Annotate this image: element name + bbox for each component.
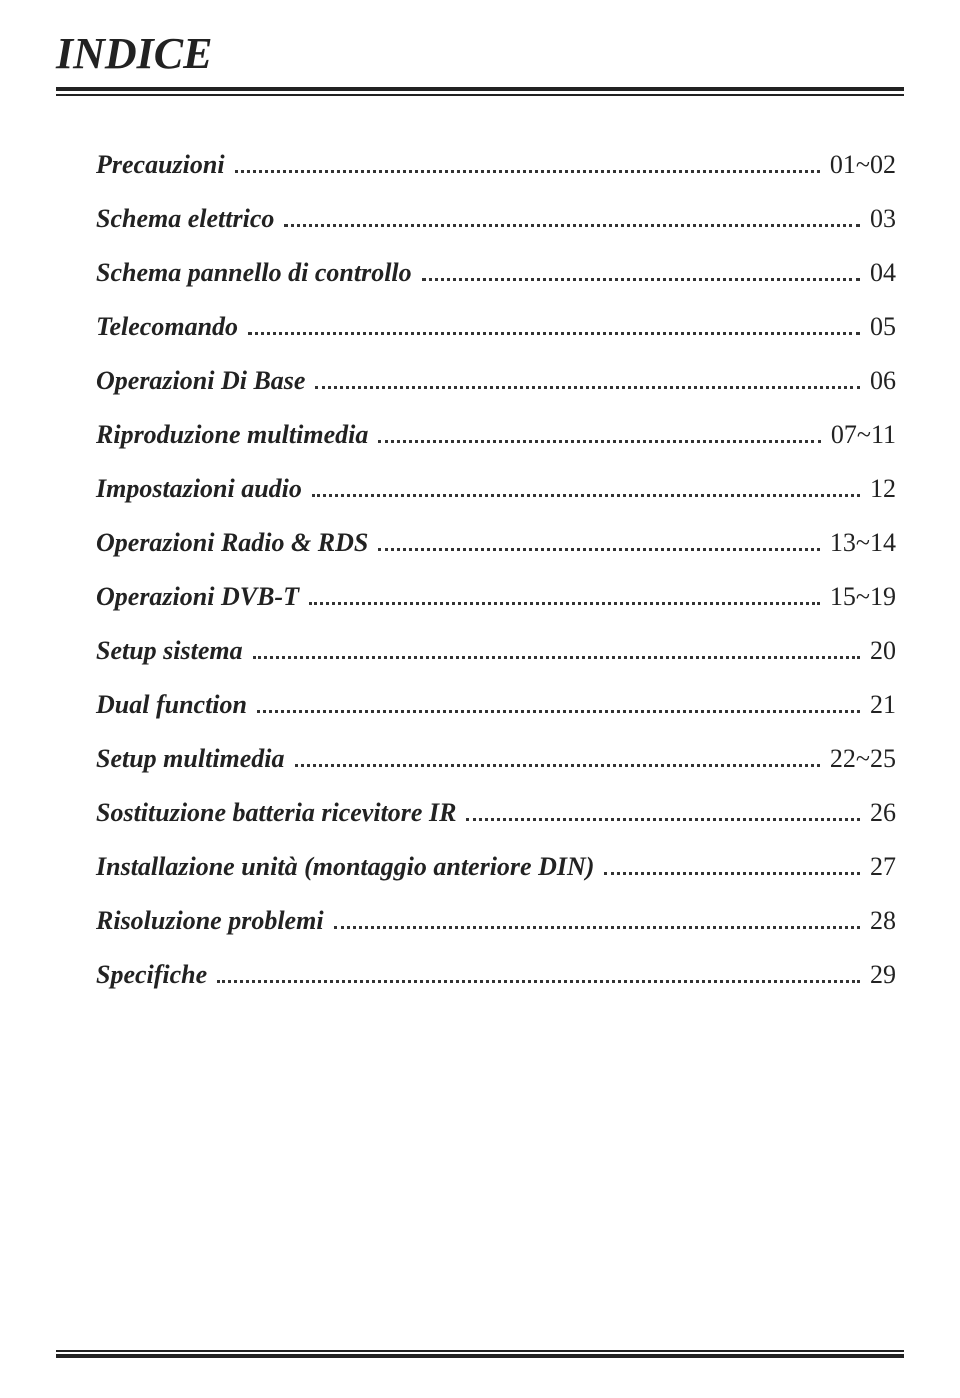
toc-page: 22~25 [826,744,896,774]
page-title: INDICE [56,28,904,79]
toc-label: Operazioni Di Base [96,366,309,396]
toc-row: Operazioni Di Base 06 [96,366,896,396]
toc-label: Operazioni DVB-T [96,582,303,612]
toc-list: Precauzioni01~02Schema elettrico03Schema… [56,150,904,990]
toc-page: 28 [866,906,896,936]
toc-row: Installazione unità (montaggio anteriore… [96,852,896,882]
toc-label: Risoluzione problemi [96,906,328,936]
page-container: INDICE Precauzioni 01~02 Schema elettrico 0… [0,0,960,1398]
toc-label: Operazioni Radio & RDS [96,528,372,558]
toc-dots [248,332,860,335]
toc-page: 27 [866,852,896,882]
toc-label: Schema elettrico [96,204,278,234]
toc-page: 05 [866,312,896,342]
toc-label: Impostazioni audio [96,474,306,504]
toc-dots [253,656,860,659]
toc-label: Installazione unità (montaggio anteriore… [96,852,598,882]
toc-page: 04 [866,258,896,288]
toc-label: Sostituzione batteria ricevitore IR [96,798,460,828]
toc-label: Schema pannello di controllo [96,258,416,288]
toc-page: 15~19 [826,582,896,612]
toc-label: Dual function [96,690,251,720]
toc-label: Setup sistema [96,636,247,666]
title-rule [56,87,904,96]
toc-label: Precauzioni [96,150,229,180]
toc-dots [466,818,860,821]
toc-page: 29 [866,960,896,990]
toc-row: Schema pannello di controllo 04 [96,258,896,288]
toc-page: 03 [866,204,896,234]
toc-dots [422,278,860,281]
toc-dots [378,548,820,551]
toc-row: Operazioni DVB-T 15~19 [96,582,896,612]
toc-dots [604,872,860,875]
toc-row: Schema elettrico 03 [96,204,896,234]
toc-dots [378,440,821,443]
toc-row: Riproduzione multimedia 07~11 [96,420,896,450]
toc-dots [257,710,860,713]
toc-page: 26 [866,798,896,828]
toc-dots [334,926,860,929]
toc-page: 07~11 [827,420,896,450]
toc-label: Setup multimedia [96,744,289,774]
toc-row: Telecomando 05 [96,312,896,342]
toc-row: Setup multimedia 22~25 [96,744,896,774]
toc-dots [295,764,820,767]
toc-dots [312,494,860,497]
toc-label: Specifiche [96,960,211,990]
toc-dots [235,170,820,173]
toc-row: Impostazioni audio 12 [96,474,896,504]
toc-row: Dual function 21 [96,690,896,720]
toc-dots [309,602,820,605]
toc-row: Setup sistema 20 [96,636,896,666]
toc-row: Precauzioni 01~02 [96,150,896,180]
toc-dots [217,980,860,983]
toc-page: 06 [866,366,896,396]
toc-dots [284,224,860,227]
toc-row: Operazioni Radio & RDS 13~14 [96,528,896,558]
toc-row: Sostituzione batteria ricevitore IR 26 [96,798,896,828]
toc-row: Risoluzione problemi 28 [96,906,896,936]
toc-row: Specifiche 29 [96,960,896,990]
toc-label: Riproduzione multimedia [96,420,372,450]
toc-dots [315,386,860,389]
toc-label: Telecomando [96,312,242,342]
toc-page: 13~14 [826,528,896,558]
footer-rule [56,1350,904,1358]
toc-page: 12 [866,474,896,504]
toc-page: 21 [866,690,896,720]
toc-page: 01~02 [826,150,896,180]
toc-page: 20 [866,636,896,666]
